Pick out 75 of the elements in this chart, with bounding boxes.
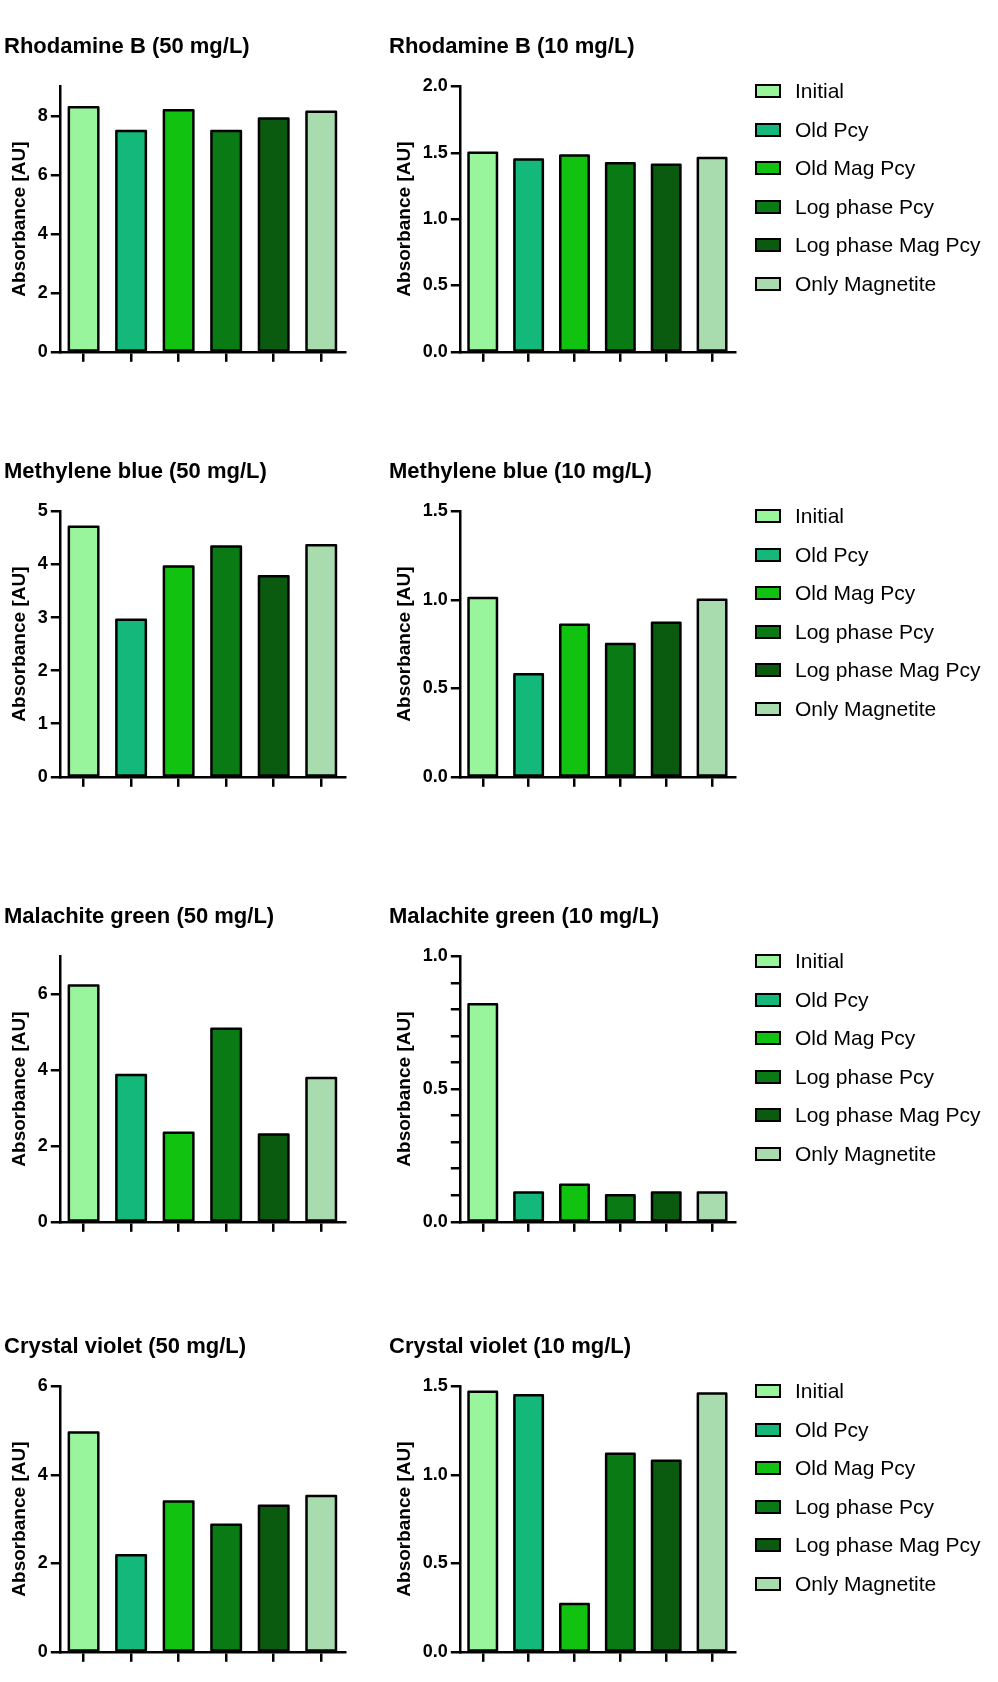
chart-title: Rhodamine B (10 mg/L) — [389, 33, 635, 59]
y-axis-title: Absorbance [AU] — [392, 1011, 414, 1167]
y-tick-label: 6 — [37, 1375, 48, 1396]
chart-title: Crystal violet (10 mg/L) — [389, 1333, 632, 1359]
legend-label: Old Pcy — [795, 542, 869, 567]
y-tick-label: 4 — [37, 222, 48, 243]
legend-label: Initial — [795, 79, 845, 104]
y-tick-label: 0.0 — [422, 1210, 448, 1231]
legend-label: Only Magnetite — [795, 1141, 937, 1166]
y-axis-title: Absorbance [AU] — [392, 1441, 414, 1597]
y-axis-title: Absorbance [AU] — [7, 141, 29, 297]
legend-label: Log phase Pcy — [795, 1494, 934, 1519]
chart-title: Malachite green (50 mg/L) — [4, 903, 275, 929]
y-tick-label: 0.0 — [422, 340, 448, 361]
y-tick-label: 2 — [37, 1134, 48, 1155]
y-tick-label: 8 — [37, 104, 48, 125]
legend-label: Only Magnetite — [795, 696, 937, 721]
y-tick-label: 1.0 — [422, 208, 448, 229]
y-tick-label: 4 — [37, 553, 48, 574]
y-tick-label: 1.5 — [422, 500, 448, 521]
y-tick-label: 2 — [37, 659, 48, 680]
y-tick-label: 2 — [37, 1552, 48, 1573]
legend-label: Log phase Pcy — [795, 194, 934, 219]
y-tick-label: 0.0 — [422, 1640, 448, 1661]
chart-title: Crystal violet (50 mg/L) — [4, 1333, 247, 1359]
chart-title: Methylene blue (10 mg/L) — [389, 458, 652, 484]
y-tick-label: 4 — [37, 1463, 48, 1484]
y-tick-label: 6 — [37, 983, 48, 1004]
legend-label: Old Pcy — [795, 987, 869, 1012]
legend-label: Old Mag Pcy — [795, 1456, 916, 1481]
y-tick-label: 5 — [37, 500, 48, 521]
y-tick-label: 0.0 — [422, 765, 448, 786]
y-axis-title: Absorbance [AU] — [7, 1441, 29, 1597]
y-axis-title: Absorbance [AU] — [7, 566, 29, 722]
legend-label: Log phase Mag Pcy — [795, 1533, 981, 1558]
y-tick-label: 0.5 — [422, 1552, 448, 1573]
legend-label: Initial — [795, 949, 845, 974]
y-tick-label: 1.5 — [422, 1375, 448, 1396]
legend-label: Old Mag Pcy — [795, 581, 916, 606]
legend-label: Log phase Mag Pcy — [795, 658, 981, 683]
y-tick-label: 0.5 — [422, 677, 448, 698]
y-tick-label: 1.0 — [422, 588, 448, 609]
y-tick-label: 1.0 — [422, 1463, 448, 1484]
y-axis-title: Absorbance [AU] — [7, 1011, 29, 1167]
y-tick-label: 1 — [37, 712, 48, 733]
legend-label: Old Mag Pcy — [795, 156, 916, 181]
legend-label: Log phase Pcy — [795, 1064, 934, 1089]
y-tick-label: 4 — [37, 1059, 48, 1080]
y-tick-label: 1.5 — [422, 141, 448, 162]
y-tick-label: 3 — [37, 606, 48, 627]
y-axis-title: Absorbance [AU] — [392, 141, 414, 297]
y-axis-title: Absorbance [AU] — [392, 566, 414, 722]
y-tick-label: 0 — [37, 765, 48, 786]
y-tick-label: 2.0 — [422, 75, 448, 96]
y-tick-label: 1.0 — [422, 945, 448, 966]
legend-label: Old Pcy — [795, 117, 869, 142]
legend-label: Initial — [795, 504, 845, 529]
y-tick-label: 0.5 — [422, 274, 448, 295]
y-tick-label: 0 — [37, 1640, 48, 1661]
legend-label: Log phase Mag Pcy — [795, 1103, 981, 1128]
legend-label: Initial — [795, 1379, 845, 1404]
chart-title: Rhodamine B (50 mg/L) — [4, 33, 250, 59]
chart-title: Methylene blue (50 mg/L) — [4, 458, 267, 484]
legend-label: Log phase Mag Pcy — [795, 233, 981, 258]
legend-label: Only Magnetite — [795, 1571, 937, 1596]
legend-label: Old Pcy — [795, 1417, 869, 1442]
legend-label: Old Mag Pcy — [795, 1026, 916, 1051]
y-tick-label: 2 — [37, 281, 48, 302]
legend-label: Log phase Pcy — [795, 619, 934, 644]
y-tick-label: 6 — [37, 163, 48, 184]
y-tick-label: 0 — [37, 340, 48, 361]
y-tick-label: 0 — [37, 1210, 48, 1231]
chart-title: Malachite green (10 mg/L) — [389, 903, 660, 929]
legend-label: Only Magnetite — [795, 271, 937, 296]
y-tick-label: 0.5 — [422, 1078, 448, 1099]
